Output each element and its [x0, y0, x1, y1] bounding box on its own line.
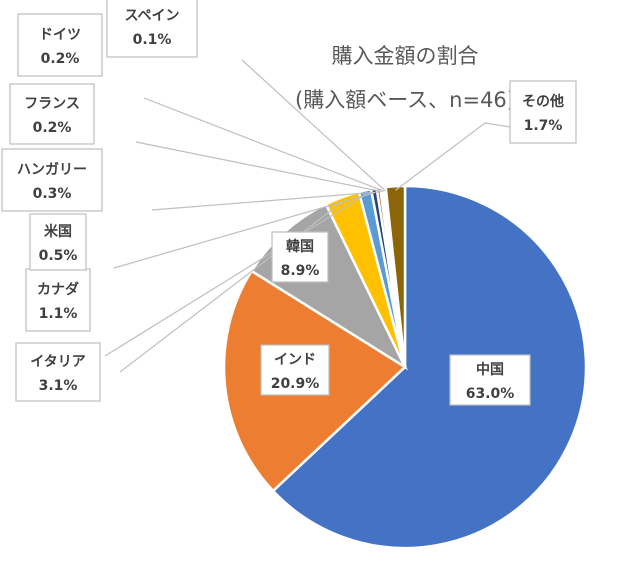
slice-6-leader-line	[151, 191, 380, 211]
slice-9-leader-line	[241, 59, 386, 192]
slice-0-label: 中国	[476, 361, 504, 378]
leader-lines	[104, 59, 544, 373]
slice-10-label: その他	[522, 93, 564, 110]
chart-title: 購入金額の割合	[332, 44, 479, 68]
slice-7-leader-line	[135, 141, 382, 193]
slice-0-label-box	[449, 354, 531, 406]
slice-5-leader-line	[113, 192, 375, 269]
slice-7-value-label: 0.2%	[33, 120, 72, 136]
slice-1-value-label: 20.9%	[271, 376, 320, 392]
slice-3-leader-line	[119, 200, 344, 373]
pie-slices	[222, 184, 588, 550]
slice-6-value-label: 0.3%	[33, 186, 72, 202]
slice-2-label-box	[271, 231, 329, 283]
slice-2-label: 韓国	[286, 238, 314, 255]
slice-5-value-label: 0.5%	[39, 248, 78, 264]
slice-8-label: ドイツ	[39, 27, 81, 43]
slice-10	[384, 184, 407, 368]
slice-4-label: カナダ	[37, 281, 79, 298]
slice-1-label: インド	[274, 352, 316, 368]
slice-0-value-label: 63.0%	[466, 386, 515, 402]
slice-6-label: ハンガリー	[17, 162, 87, 178]
slice-5-label: 米国	[44, 223, 72, 240]
slice-8-label-box	[17, 13, 103, 77]
slice-9-label-box	[106, 0, 198, 58]
slice-10-label-box	[509, 80, 577, 144]
slice-labels: 中国 63.0% インド 20.9% 韓国 8.9% イタリア 3.1% カナダ 1.1% 米国 0.…	[1, 0, 577, 406]
slice-4-leader-line	[104, 193, 367, 357]
slice-7-label: フランス	[24, 96, 80, 112]
slice-10-value-label: 1.7%	[524, 118, 563, 134]
slice-1-label-box	[260, 344, 330, 396]
slice-9-value-label: 0.1%	[133, 32, 172, 48]
slice-3-label: イタリア	[30, 354, 85, 370]
slice-4-value-label: 1.1%	[39, 306, 78, 322]
slice-3-label-box	[15, 342, 101, 402]
slice-2-value-label: 8.9%	[281, 263, 320, 279]
slice-3-value-label: 3.1%	[39, 378, 78, 394]
slice-8-value-label: 0.2%	[41, 51, 80, 67]
slice-5-label-box	[29, 213, 87, 271]
slice-6-label-box	[1, 148, 103, 212]
slice-8-leader-line	[143, 97, 385, 192]
chart-subtitle: (購入額ベース、n=46)	[295, 88, 515, 112]
slice-7-label-box	[9, 83, 95, 145]
slice-0	[271, 184, 588, 550]
slice-4-label-box	[25, 268, 91, 332]
slice-9-label: スペイン	[124, 8, 179, 24]
